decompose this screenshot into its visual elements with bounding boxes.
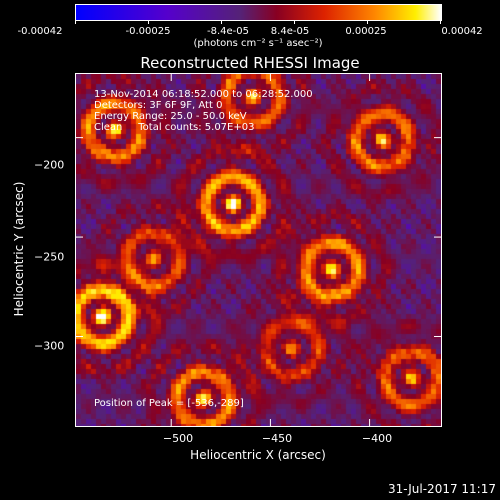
- colorbar-tick-label: 8.4e-05: [270, 26, 310, 37]
- colorbar-tick-mark: [148, 20, 149, 24]
- x-tick-label: −400: [361, 432, 393, 445]
- annotation-detectors: Detectors: 3F 6F 9F, Att 0: [94, 100, 223, 111]
- colorbar-tick-label: -0.00042: [17, 26, 63, 37]
- annotation-energy-range: Energy Range: 25.0 - 50.0 keV: [94, 111, 247, 122]
- annotation-time-range: 13-Nov-2014 06:18:52.000 to 06:28:52.000: [94, 89, 313, 100]
- colorbar: [75, 4, 442, 21]
- colorbar-tick-label: 0.00025: [345, 26, 387, 37]
- colorbar-tick-label: -0.00025: [125, 26, 171, 37]
- colorbar-tick-label: 0.00042: [441, 26, 483, 37]
- colorbar-tick-mark: [294, 20, 295, 24]
- x-axis-label: Heliocentric X (arcsec): [190, 448, 326, 462]
- y-tick-label: −300: [34, 339, 65, 353]
- x-tick-label: −450: [261, 432, 293, 445]
- heatmap-plot-area: 13-Nov-2014 06:18:52.000 to 06:28:52.000…: [75, 73, 442, 427]
- colorbar-tick-label: -8.4e-05: [207, 26, 249, 37]
- y-tick-label: −250: [34, 250, 65, 264]
- colorbar-tick-mark: [440, 20, 441, 24]
- axes-ticks: [76, 74, 441, 426]
- chart-title: Reconstructed RHESSI Image: [140, 54, 360, 72]
- colorbar-tick-mark: [221, 20, 222, 24]
- y-axis-label: Heliocentric Y (arcsec): [12, 181, 26, 317]
- colorbar-tick-mark: [75, 20, 76, 24]
- colorbar-units: (photons cm⁻² s⁻¹ asec⁻²): [193, 38, 323, 49]
- colorbar-tick-mark: [367, 20, 368, 24]
- x-tick-label: −500: [162, 432, 194, 445]
- y-tick-label: −200: [34, 158, 65, 172]
- datestamp: 31-Jul-2017 11:17: [387, 482, 496, 496]
- heatmap-image: [76, 74, 441, 426]
- annotation-total-counts: Clean Total counts: 5.07E+03: [94, 122, 255, 133]
- annotation-peak-position: Position of Peak = [-536,-289]: [94, 398, 244, 409]
